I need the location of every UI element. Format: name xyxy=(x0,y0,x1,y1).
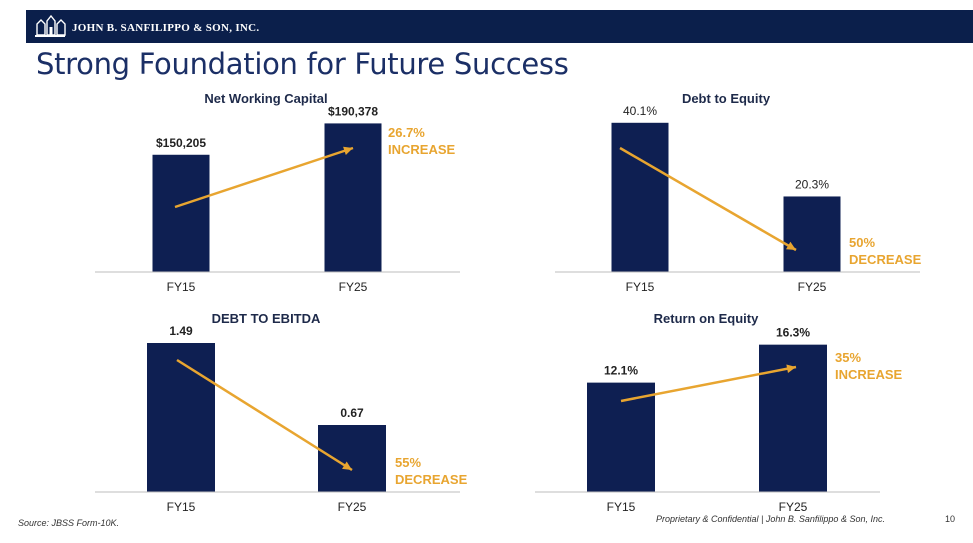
data-label: 0.67 xyxy=(340,406,364,420)
data-label: 16.3% xyxy=(776,326,810,340)
trend-arrow-line xyxy=(176,358,353,472)
bar-fy15 xyxy=(152,154,210,272)
confidential-footer: Proprietary & Confidential | John B. San… xyxy=(656,514,885,524)
chart-title: Debt to Equity xyxy=(682,91,771,106)
chart-debt-to-equity: Debt to Equity 40.1% FY15 20.3% FY25 50% DECRE… xyxy=(555,91,922,294)
data-label: 20.3% xyxy=(795,177,829,191)
trend-arrow-line xyxy=(619,146,797,252)
chart-title: DEBT TO EBITDA xyxy=(212,311,321,326)
x-tick-label: FY15 xyxy=(626,280,655,294)
page-title: Strong Foundation for Future Success xyxy=(36,47,569,81)
bar-fy25 xyxy=(318,425,386,492)
change-annotation: 55% xyxy=(395,455,421,470)
change-annotation: INCREASE xyxy=(388,142,456,157)
chart-title: Return on Equity xyxy=(654,311,759,326)
data-label: 1.49 xyxy=(169,324,193,338)
trend-arrow-head xyxy=(342,461,352,470)
change-annotation: INCREASE xyxy=(835,367,903,382)
chart-net-working-capital: Net Working Capital $150,205 FY15 $190,378 F… xyxy=(95,91,460,294)
x-tick-label: FY15 xyxy=(607,500,636,514)
trend-arrow-head xyxy=(343,146,353,155)
bar-fy25 xyxy=(783,196,841,272)
bar-fy15 xyxy=(587,382,655,492)
x-tick-label: FY25 xyxy=(798,280,827,294)
change-annotation: 50% xyxy=(849,235,875,250)
data-label: $190,378 xyxy=(328,104,378,118)
company-logo-icon xyxy=(35,14,66,37)
x-tick-label: FY15 xyxy=(167,500,196,514)
bar-fy15 xyxy=(611,122,669,272)
data-label: $150,205 xyxy=(156,136,206,150)
chart-return-on-equity: Return on Equity 12.1% FY15 16.3% FY25 35% INC… xyxy=(535,311,903,514)
trend-arrow-head xyxy=(786,364,796,373)
x-tick-label: FY25 xyxy=(339,280,368,294)
bar-fy15 xyxy=(147,343,215,492)
trend-arrow-line xyxy=(620,365,797,403)
change-annotation: 26.7% xyxy=(388,125,425,140)
data-label: 40.1% xyxy=(623,104,657,118)
data-label: 12.1% xyxy=(604,364,638,378)
change-annotation: DECREASE xyxy=(395,472,468,487)
trend-arrow-head xyxy=(786,241,796,250)
company-name: JOHN B. SANFILIPPO & SON, INC. xyxy=(72,22,260,34)
x-tick-label: FY25 xyxy=(338,500,367,514)
trend-arrow-line xyxy=(174,146,354,209)
x-tick-label: FY25 xyxy=(779,500,808,514)
page-number: 10 xyxy=(945,514,956,524)
chart-debt-to-ebitda: DEBT TO EBITDA 1.49 FY15 0.67 FY25 55% DECREAS… xyxy=(95,311,468,514)
x-tick-label: FY15 xyxy=(167,280,196,294)
chart-title: Net Working Capital xyxy=(204,91,327,106)
header-bar: JOHN B. SANFILIPPO & SON, INC. xyxy=(26,10,973,43)
source-note: Source: JBSS Form-10K. xyxy=(18,518,120,528)
change-annotation: DECREASE xyxy=(849,252,922,267)
change-annotation: 35% xyxy=(835,350,861,365)
bar-fy25 xyxy=(324,123,382,272)
